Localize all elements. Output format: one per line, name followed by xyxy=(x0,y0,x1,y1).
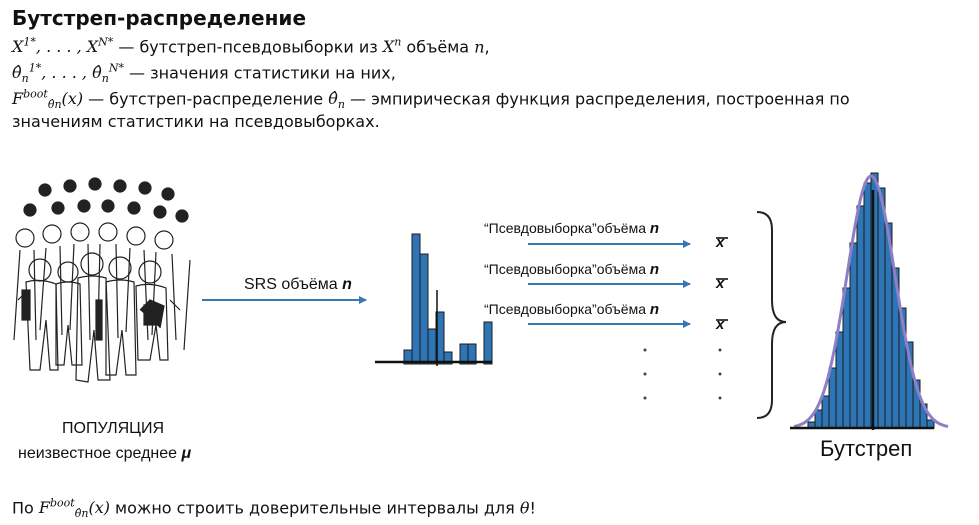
definition-line-4: значениям статистики на псевдовыборках. xyxy=(12,112,380,131)
definition-line-3: Fbootθ̂n(x) — бутстреп-распределение θ̂n… xyxy=(12,88,850,112)
bootstrap-bar xyxy=(835,331,844,429)
pseudo-sample-label-1: “Псевдовыборка”объёма n xyxy=(484,220,660,237)
crowd-illustration xyxy=(13,177,191,383)
population-sub-label: неизвестное среднее μ xyxy=(18,445,192,462)
bootstrap-bar xyxy=(814,409,823,429)
pseudo-sample-label-2: “Псевдовыборка”объёма n xyxy=(484,261,660,278)
bootstrap-bar xyxy=(863,182,872,429)
sample-bar xyxy=(435,311,445,365)
xbar-2: x xyxy=(716,275,725,292)
sample-bar xyxy=(411,233,421,365)
bootstrap-histogram xyxy=(807,172,935,429)
formula-pseudo-samples: X1*, . . . , XN* xyxy=(12,36,114,57)
sample-bar xyxy=(467,343,477,365)
bottom-statement: По Fbootθ̂n(x) можно строить доверительн… xyxy=(12,497,536,521)
bootstrap-bar xyxy=(856,205,865,429)
ellipsis-dots xyxy=(643,348,722,400)
bootstrap-label: Бутстреп xyxy=(820,436,913,461)
sample-histogram xyxy=(403,233,493,365)
bootstrap-density-curve xyxy=(793,174,949,428)
formula-statistic-values: θ̂n1*, . . . , θ̂nN* xyxy=(12,62,124,86)
sample-bar xyxy=(427,328,437,365)
population-label: ПОПУЛЯЦИЯ xyxy=(62,420,165,437)
slide-title: Бутстреп-распределение xyxy=(12,6,307,30)
xbar-3: x xyxy=(716,316,725,333)
sample-bar xyxy=(443,351,453,365)
formula-boot-cdf: Fbootθ̂n(x) xyxy=(12,88,84,112)
bootstrap-bar xyxy=(821,395,830,429)
bootstrap-diagram xyxy=(13,172,949,430)
definition-line-1: X1*, . . . , XN* — бутстреп-псевдовыборк… xyxy=(12,36,490,57)
sample-bar xyxy=(483,321,493,365)
pseudo-sample-label-3: “Псевдовыборка”объёма n xyxy=(484,301,660,318)
formula-boot-cdf-bottom: Fbootθ̂n(x) xyxy=(38,497,110,521)
bootstrap-bar xyxy=(877,187,886,429)
bootstrap-bar xyxy=(828,367,837,429)
srs-label: SRS объёма n xyxy=(244,276,352,293)
sample-bar xyxy=(419,253,429,365)
curly-brace xyxy=(756,211,787,419)
definition-line-2: θ̂n1*, . . . , θ̂nN* — значения статисти… xyxy=(12,62,396,86)
bootstrap-bar xyxy=(842,287,851,429)
bootstrap-bar xyxy=(849,242,858,429)
xbar-1: x xyxy=(716,234,725,251)
